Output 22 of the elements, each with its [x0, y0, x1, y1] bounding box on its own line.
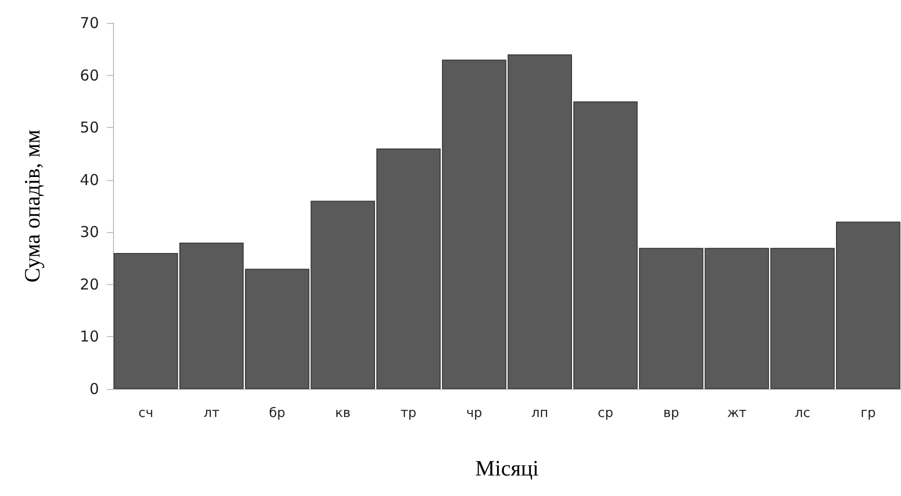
y-tick-label: 70 [80, 14, 99, 32]
x-tick-label: кв [335, 406, 351, 421]
x-tick-label: жт [727, 406, 747, 421]
x-tick-label: лт [204, 406, 220, 421]
x-tick-label: чр [466, 406, 482, 421]
x-tick-label: лп [531, 406, 548, 421]
x-tick-label: лс [794, 406, 810, 421]
y-tick-label: 40 [80, 170, 99, 189]
x-tick-label: ср [598, 406, 614, 421]
y-tick-label: 60 [80, 66, 99, 84]
x-tick-label: сч [138, 406, 154, 421]
y-tick-label: 0 [89, 380, 99, 398]
y-tick-label: 20 [80, 275, 99, 294]
x-tick-label: гр [860, 406, 876, 421]
y-tick-label: 30 [80, 223, 99, 242]
x-tick-label: тр [400, 406, 416, 421]
y-axis-title: Сума опадів, мм [20, 129, 44, 282]
x-axis-title: Місяці [475, 456, 539, 480]
y-tick-label: 50 [80, 118, 99, 137]
y-tick-label: 10 [80, 328, 99, 346]
x-tick-label: бр [269, 406, 286, 421]
x-tick-label: вр [663, 406, 680, 421]
